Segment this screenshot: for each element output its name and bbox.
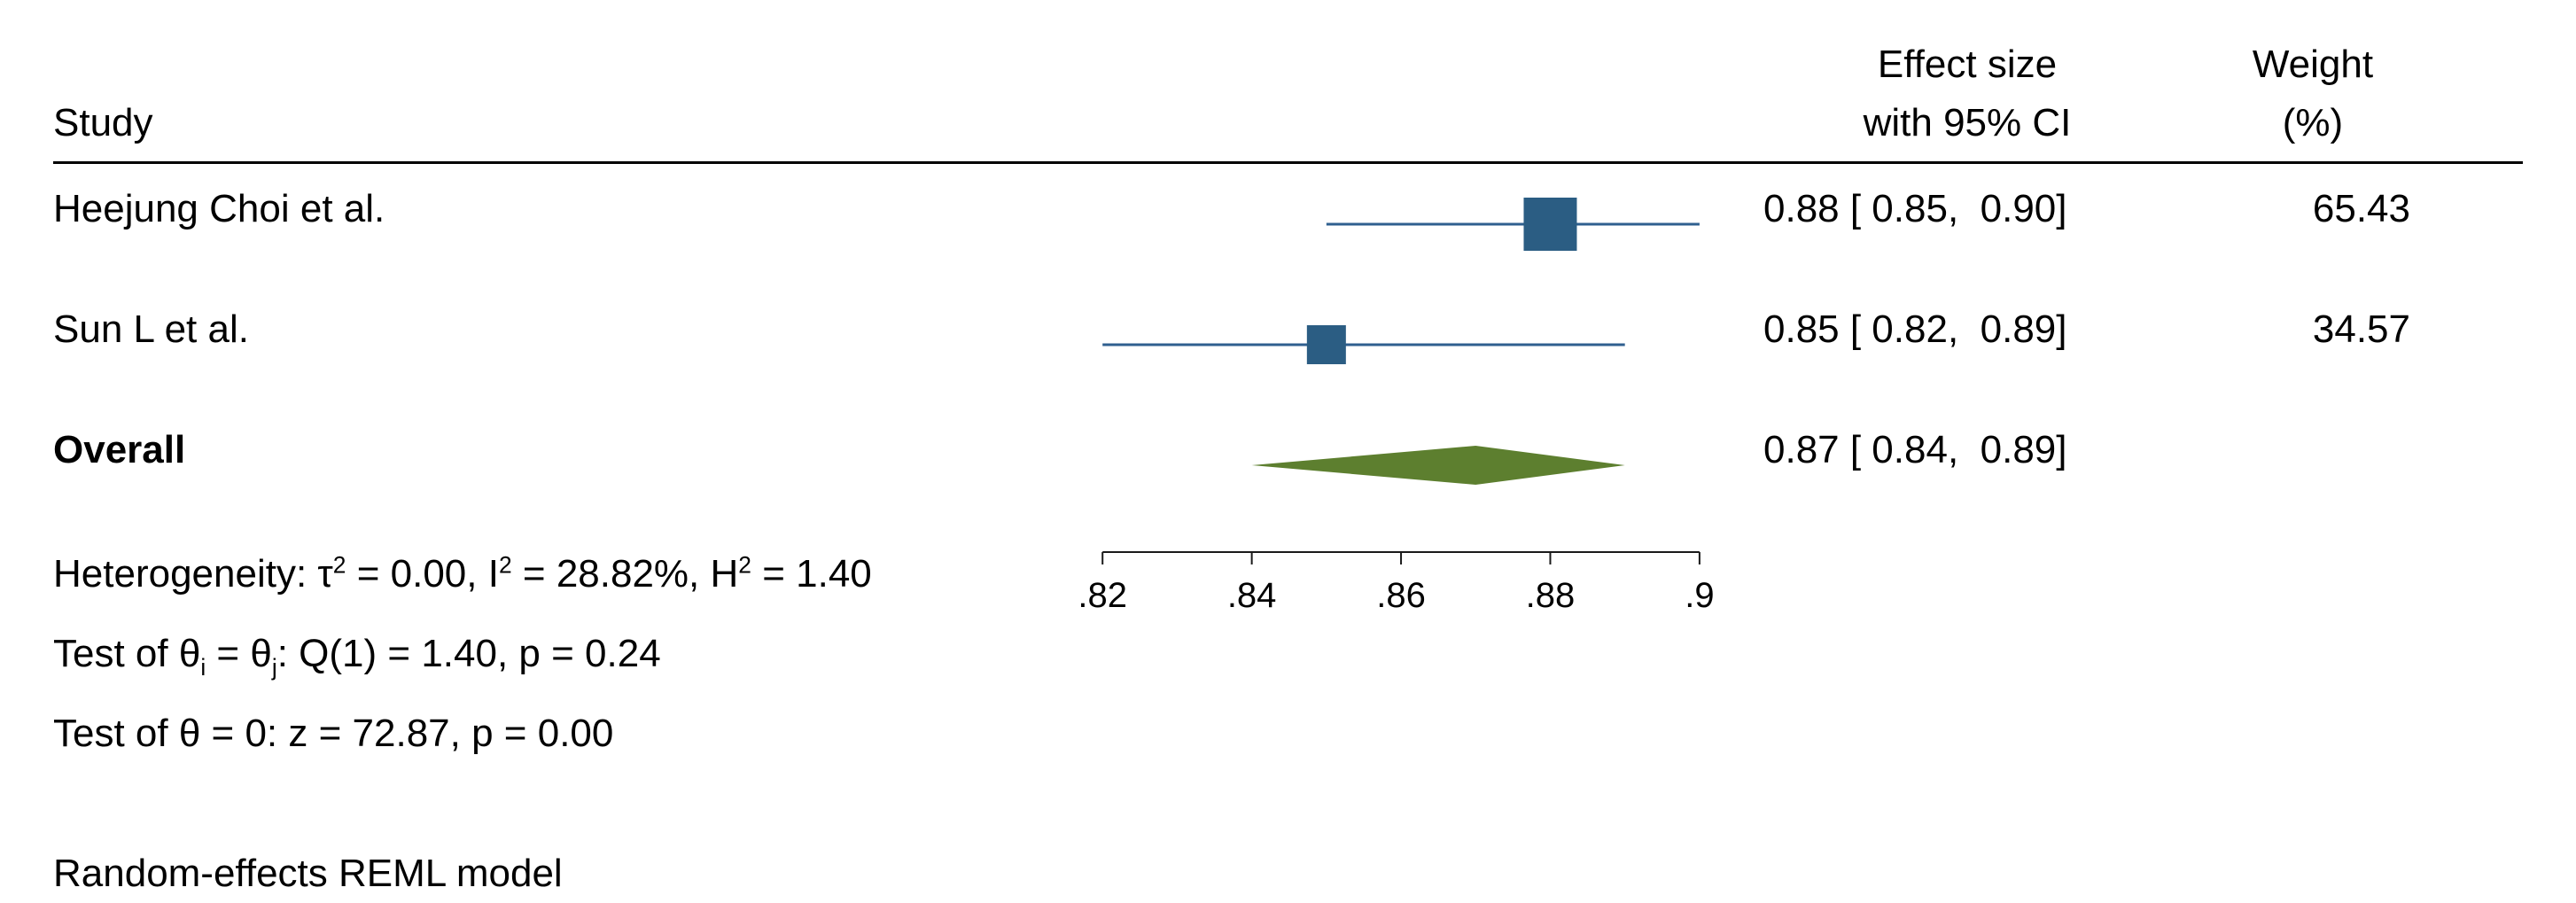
study-row: Sun L et al. 0.85 [ 0.82, 0.89] 34.57: [53, 284, 2523, 405]
header-weight: Weight (%): [2198, 35, 2428, 152]
svg-text:.9: .9: [1685, 576, 1714, 615]
header-effect-line2: with 95% CI: [1864, 101, 2072, 144]
stats-text: Heterogeneity: τ2 = 0.00, I2 = 28.82%, H…: [53, 525, 1028, 774]
axis-cell: .82 .84 .86 .88 .9: [1028, 525, 1737, 623]
tau2: 0.00: [391, 552, 467, 596]
het-prefix: Heterogeneity:: [53, 552, 317, 596]
heterogeneity-line: Heterogeneity: τ2 = 0.00, I2 = 28.82%, H…: [53, 534, 1028, 614]
study-row: Heejung Choi et al. 0.88 [ 0.85, 0.90] 6…: [53, 164, 2523, 284]
header-effect: Effect size with 95% CI: [1737, 35, 2198, 152]
overall-effect: 0.87 [ 0.84, 0.89]: [1737, 405, 2198, 495]
stats-block: Heterogeneity: τ2 = 0.00, I2 = 28.82%, H…: [53, 525, 2523, 774]
study-weight: 65.43: [2198, 164, 2428, 254]
study-effect: 0.85 [ 0.82, 0.89]: [1737, 284, 2198, 375]
study-name: Heejung Choi et al.: [53, 164, 1028, 254]
header-row: Study Effect size with 95% CI Weight (%): [53, 35, 2523, 164]
svg-text:.86: .86: [1376, 576, 1426, 615]
forest-marker: [1028, 180, 1737, 269]
svg-text:.84: .84: [1227, 576, 1277, 615]
z-test-line: Test of θ = 0: z = 72.87, p = 0.00: [53, 694, 1028, 774]
overall-label: Overall: [53, 405, 1028, 495]
header-study: Study: [53, 94, 1028, 152]
q-p: 0.24: [585, 632, 661, 675]
z-p: 0.00: [538, 712, 614, 755]
theta-prefix: Test of: [53, 632, 179, 675]
overall-weight: [2198, 405, 2428, 437]
q-val: 1.40: [421, 632, 497, 675]
study-plot-cell: [1028, 284, 1737, 405]
theta-test-line: Test of θi = θj: Q(1) = 1.40, p = 0.24: [53, 614, 1028, 694]
overall-row: Overall 0.87 [ 0.84, 0.89]: [53, 405, 2523, 525]
header-effect-line1: Effect size: [1878, 43, 2057, 86]
header-weight-line1: Weight: [2253, 43, 2373, 86]
x-axis: .82 .84 .86 .88 .9: [1028, 525, 1737, 623]
z-prefix: Test of: [53, 712, 179, 755]
header-weight-line2: (%): [2283, 101, 2343, 144]
forest-marker: [1028, 300, 1737, 389]
z-val: 72.87: [353, 712, 450, 755]
study-name: Sun L et al.: [53, 284, 1028, 375]
svg-text:.88: .88: [1526, 576, 1576, 615]
q-df: 1: [342, 632, 363, 675]
forest-diamond: [1028, 421, 1737, 510]
forest-plot-figure: Study Effect size with 95% CI Weight (%)…: [0, 0, 2576, 893]
svg-text:.82: .82: [1078, 576, 1127, 615]
study-effect: 0.88 [ 0.85, 0.90]: [1737, 164, 2198, 254]
i2: 28.82%: [556, 552, 689, 596]
study-weight: 34.57: [2198, 284, 2428, 375]
overall-plot-cell: [1028, 405, 1737, 525]
h2: 1.40: [796, 552, 872, 596]
study-plot-cell: [1028, 164, 1737, 284]
model-note: Random-effects REML model: [53, 774, 2523, 903]
